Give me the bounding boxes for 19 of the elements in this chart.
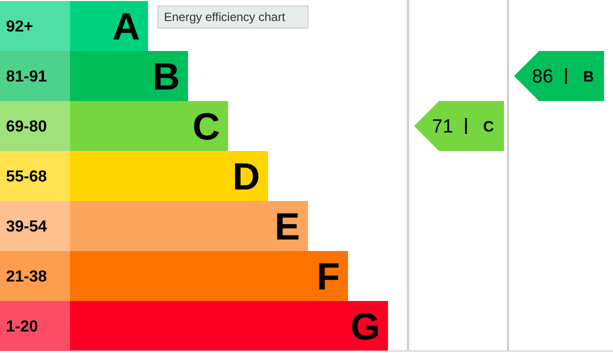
data-label: 86 bbox=[532, 66, 554, 88]
data-label: 71 bbox=[432, 116, 454, 138]
text: 21-38 bbox=[6, 268, 47, 286]
text: 69-80 bbox=[6, 118, 47, 136]
category-label: F bbox=[316, 256, 340, 299]
text: 92+ bbox=[6, 18, 34, 36]
category-label: D bbox=[232, 156, 260, 199]
text: 1-20 bbox=[6, 318, 38, 336]
text: 81-91 bbox=[6, 68, 47, 86]
category-label: G bbox=[350, 306, 380, 349]
category-label: C bbox=[192, 106, 220, 149]
text: 39-54 bbox=[6, 218, 47, 236]
text: 55-68 bbox=[6, 168, 47, 186]
category-label: B bbox=[152, 56, 180, 99]
text: Energy efficiency chart bbox=[164, 10, 286, 24]
category-label: B bbox=[583, 68, 594, 86]
category-label: A bbox=[112, 6, 140, 49]
category-label: E bbox=[274, 206, 300, 249]
category-label: C bbox=[483, 118, 494, 136]
